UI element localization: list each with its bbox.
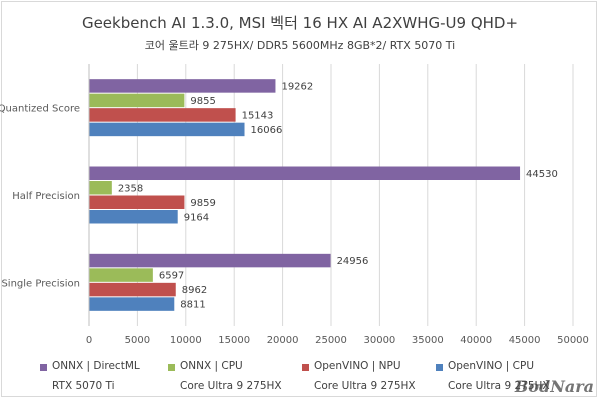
legend-label: OpenVINO | NPU	[314, 360, 401, 372]
watermark-logo: BodNara	[514, 377, 594, 396]
data-label: 6597	[159, 271, 184, 282]
data-label: 9164	[184, 212, 209, 223]
bar	[89, 282, 176, 297]
data-label: 8962	[182, 285, 207, 296]
chart-subtitle: 코어 울트라 9 275HX/ DDR5 5600MHz 8GB*2/ RTX …	[144, 39, 456, 52]
data-label: 8811	[180, 300, 205, 311]
legend-label: ONNX | CPU	[180, 360, 243, 372]
legend-label: ONNX | DirectML	[52, 360, 140, 372]
category-label: Half Precision	[12, 191, 80, 202]
data-label: 9855	[190, 96, 215, 107]
x-tick-label: 20000	[267, 335, 299, 346]
legend-swatch	[436, 364, 443, 371]
x-tick-label: 10000	[170, 335, 202, 346]
x-tick-label: 25000	[315, 335, 347, 346]
legend-sublabel: Core Ultra 9 275HX	[448, 380, 550, 392]
x-tick-label: 0	[86, 335, 92, 346]
x-tick-label: 50000	[557, 335, 589, 346]
x-tick-label: 5000	[125, 335, 150, 346]
bar	[89, 166, 521, 180]
bar	[89, 108, 236, 122]
legend-swatch	[168, 364, 175, 371]
bar	[89, 181, 112, 195]
x-tick-label: 35000	[412, 335, 444, 346]
category-label: Quantized Score	[0, 104, 80, 115]
x-tick-label: 15000	[218, 335, 250, 346]
bar	[89, 253, 331, 268]
x-tick-label: 30000	[363, 335, 395, 346]
bar	[89, 210, 178, 224]
bar	[89, 122, 245, 137]
x-tick-label: 40000	[460, 335, 492, 346]
data-label: 44530	[526, 169, 558, 180]
legend-swatch	[302, 364, 309, 371]
legend-label: OpenVINO | CPU	[448, 360, 535, 372]
bar	[89, 93, 185, 108]
legend-swatch	[40, 364, 47, 371]
data-label: 16066	[251, 125, 283, 136]
bar	[89, 297, 175, 311]
bar	[89, 195, 185, 209]
category-label: Single Precision	[1, 278, 80, 289]
legend: ONNX | DirectML RTX 5070 Ti ONNX | CPU C…	[40, 360, 600, 396]
data-label: 19262	[281, 81, 313, 92]
data-label: 24956	[337, 256, 369, 267]
data-label: 15143	[242, 110, 274, 121]
legend-sublabel: Core Ultra 9 275HX	[180, 380, 282, 392]
data-label: 2358	[118, 183, 143, 194]
legend-sublabel: Core Ultra 9 275HX	[314, 380, 416, 392]
chart-title: Geekbench AI 1.3.0, MSI 벡터 16 HX AI A2XW…	[81, 14, 519, 32]
x-tick-label: 45000	[509, 335, 541, 346]
data-label: 9859	[190, 198, 215, 209]
bar	[89, 268, 153, 282]
bar	[89, 79, 276, 93]
legend-sublabel: RTX 5070 Ti	[52, 380, 115, 392]
